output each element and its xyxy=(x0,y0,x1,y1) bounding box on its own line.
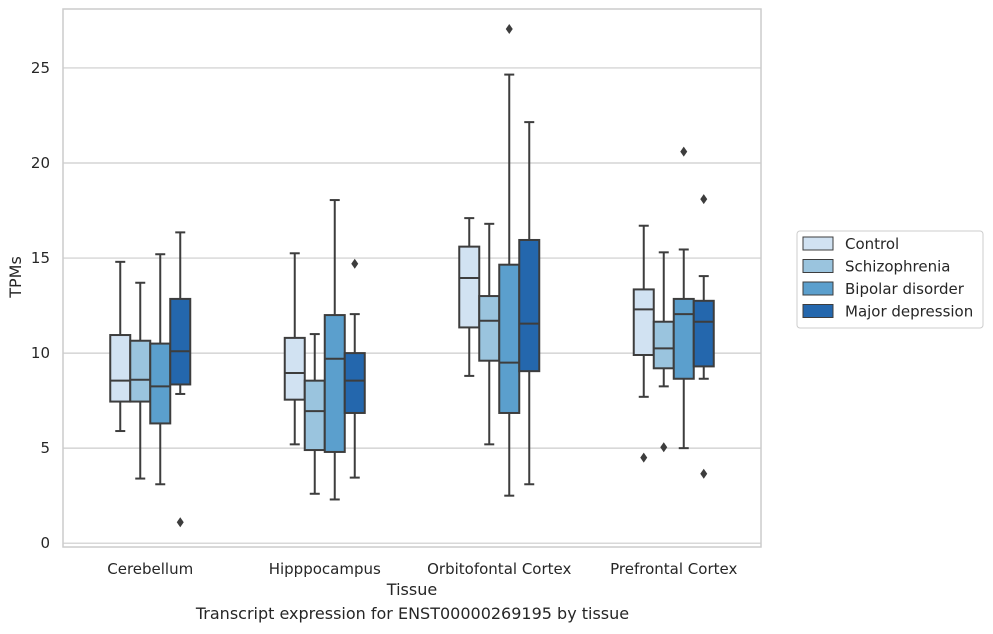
plot-area xyxy=(63,9,761,547)
y-axis-label: TPMs xyxy=(6,256,25,299)
box-body xyxy=(518,238,541,373)
box xyxy=(518,121,541,486)
y-tick-label: 25 xyxy=(31,59,50,77)
box-body xyxy=(498,263,521,414)
legend-swatch xyxy=(802,236,834,251)
x-tick-label: Hipppocampus xyxy=(269,560,381,578)
box-body xyxy=(458,245,481,329)
chart-caption: Transcript expression for ENST0000026919… xyxy=(195,604,630,623)
y-tick-label: 20 xyxy=(31,154,50,172)
y-tick-label: 0 xyxy=(40,534,50,552)
box-body xyxy=(169,297,192,386)
box-body xyxy=(343,352,366,414)
x-tick-labels: Cerebellum Hipppocampus Orbitofontal Corte… xyxy=(107,560,737,578)
box xyxy=(283,252,306,446)
x-axis-label: Tissue xyxy=(386,580,437,599)
legend-label: Schizophrenia xyxy=(845,258,950,276)
box xyxy=(692,194,715,479)
outlier-point xyxy=(680,146,688,157)
box xyxy=(458,217,481,377)
x-tick-label: Orbitofontal Cortex xyxy=(427,560,571,578)
legend-label: Bipolar disorder xyxy=(845,280,965,298)
outlier-point xyxy=(660,442,668,453)
outlier-point xyxy=(700,468,708,479)
series-bipolar-disorder xyxy=(149,23,695,501)
box-body xyxy=(652,320,675,370)
box xyxy=(672,146,695,450)
legend-label: Major depression xyxy=(845,303,973,321)
box-series xyxy=(109,23,715,528)
box xyxy=(129,281,152,480)
x-tick-label: Prefrontal Cortex xyxy=(610,560,737,578)
legend-swatch xyxy=(802,259,834,273)
series-major-depression xyxy=(169,121,715,528)
box xyxy=(343,258,366,479)
y-tick-label: 10 xyxy=(31,344,50,362)
box-body xyxy=(303,379,326,452)
box xyxy=(498,23,521,497)
legend-swatch xyxy=(802,304,834,318)
box xyxy=(632,224,655,463)
box-body xyxy=(478,295,501,362)
outlier-point xyxy=(505,23,513,34)
outlier-point xyxy=(351,258,359,269)
legend-frame xyxy=(796,230,984,329)
legend: Control Schizophrenia Bipolar disorder Majo… xyxy=(796,230,984,329)
legend-swatch xyxy=(802,281,834,296)
x-tick-label: Cerebellum xyxy=(107,560,193,578)
outlier-point xyxy=(176,517,184,528)
box-body xyxy=(323,314,346,453)
box-body xyxy=(692,299,715,368)
outlier-point xyxy=(700,194,708,205)
legend-label: Control xyxy=(845,235,899,253)
box-body xyxy=(149,342,172,425)
box-body xyxy=(109,334,132,403)
y-tick-label: 5 xyxy=(40,439,50,457)
series-schizophrenia xyxy=(129,222,675,495)
outlier-point xyxy=(640,452,648,463)
y-tick-label: 15 xyxy=(31,249,50,267)
plot-frame xyxy=(62,8,762,548)
box-body xyxy=(283,336,306,401)
box-body xyxy=(672,297,695,380)
box-body xyxy=(632,288,655,356)
y-tick-labels: 0 5 10 15 20 25 xyxy=(31,59,50,552)
box xyxy=(169,231,192,528)
box-body xyxy=(129,339,152,403)
box xyxy=(303,333,326,495)
